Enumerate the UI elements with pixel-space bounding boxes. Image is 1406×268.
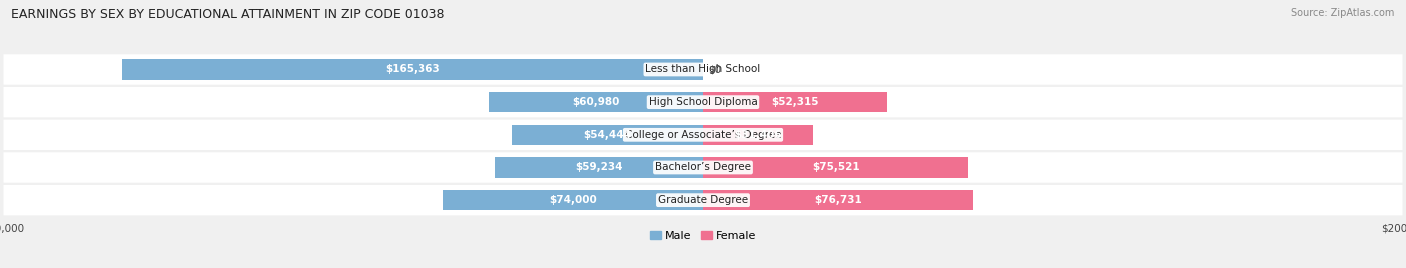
Text: $76,731: $76,731 bbox=[814, 195, 862, 205]
Text: Less than High School: Less than High School bbox=[645, 65, 761, 75]
Text: $54,444: $54,444 bbox=[583, 130, 631, 140]
Bar bbox=[512, 125, 703, 145]
Text: Bachelor’s Degree: Bachelor’s Degree bbox=[655, 162, 751, 173]
FancyBboxPatch shape bbox=[3, 152, 1403, 183]
Bar bbox=[703, 125, 814, 145]
Bar bbox=[443, 190, 703, 210]
Text: College or Associate’s Degree: College or Associate’s Degree bbox=[624, 130, 782, 140]
Text: High School Diploma: High School Diploma bbox=[648, 97, 758, 107]
Bar bbox=[495, 157, 703, 178]
Text: $75,521: $75,521 bbox=[811, 162, 859, 173]
FancyBboxPatch shape bbox=[3, 120, 1403, 150]
Text: $165,363: $165,363 bbox=[385, 65, 440, 75]
Text: $31,406: $31,406 bbox=[734, 130, 782, 140]
Text: $60,980: $60,980 bbox=[572, 97, 620, 107]
Text: $59,234: $59,234 bbox=[575, 162, 623, 173]
FancyBboxPatch shape bbox=[3, 87, 1403, 117]
FancyBboxPatch shape bbox=[3, 54, 1403, 85]
Bar bbox=[122, 59, 703, 80]
Text: $0: $0 bbox=[709, 65, 721, 75]
Text: EARNINGS BY SEX BY EDUCATIONAL ATTAINMENT IN ZIP CODE 01038: EARNINGS BY SEX BY EDUCATIONAL ATTAINMEN… bbox=[11, 8, 444, 21]
Bar bbox=[489, 92, 703, 112]
FancyBboxPatch shape bbox=[3, 185, 1403, 215]
Bar bbox=[703, 190, 973, 210]
Bar bbox=[703, 92, 887, 112]
Text: $52,315: $52,315 bbox=[772, 97, 818, 107]
Text: $74,000: $74,000 bbox=[550, 195, 596, 205]
Legend: Male, Female: Male, Female bbox=[645, 226, 761, 245]
Bar bbox=[703, 157, 969, 178]
Text: Source: ZipAtlas.com: Source: ZipAtlas.com bbox=[1291, 8, 1395, 18]
Text: Graduate Degree: Graduate Degree bbox=[658, 195, 748, 205]
